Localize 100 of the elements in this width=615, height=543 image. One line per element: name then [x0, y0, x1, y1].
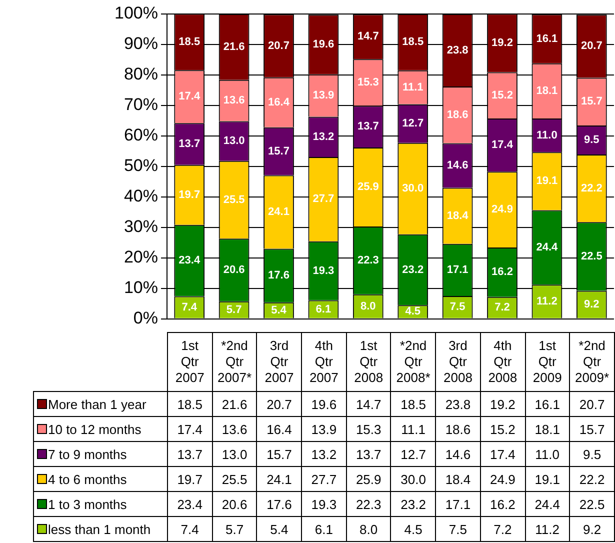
- data-label: 5.4: [256, 516, 302, 542]
- data-label: 11.1: [390, 416, 436, 442]
- text: 23.2: [402, 264, 424, 276]
- data-label: 22.2: [570, 466, 614, 492]
- data-label: 14.6: [436, 442, 480, 466]
- text: 18.4: [446, 210, 468, 222]
- category-label: *2nd Qtr 2007*: [218, 338, 252, 385]
- category-label: *2nd Qtr 2008*: [396, 338, 430, 385]
- text: 24.4: [536, 242, 558, 254]
- data-label: 16.1: [525, 392, 570, 416]
- data-label: 25.5: [212, 466, 257, 492]
- text: 5.4: [271, 304, 286, 316]
- data-label: 11.0: [525, 442, 570, 466]
- data-label: 23.4: [168, 492, 212, 516]
- data-label: 7.2: [480, 516, 525, 542]
- text: 16.1: [536, 32, 558, 45]
- data-label: 22.5: [570, 492, 614, 516]
- text: 16.2: [492, 266, 513, 278]
- text: 30.0: [402, 182, 424, 195]
- text: 23.4: [178, 254, 200, 267]
- text: 9.5: [584, 134, 600, 146]
- y-tick-label: 40%: [124, 186, 158, 206]
- data-label: 14.7: [346, 392, 391, 416]
- text: 19.1: [536, 175, 558, 188]
- text: 5.7: [226, 304, 242, 316]
- text: 17.6: [268, 270, 290, 282]
- data-label: 20.7: [256, 392, 302, 416]
- y-tick-label: 50%: [124, 156, 158, 176]
- text: 20.6: [223, 264, 245, 276]
- data-label: 25.9: [346, 466, 391, 492]
- text: 22.3: [357, 254, 379, 266]
- text: 13.7: [178, 138, 200, 150]
- y-tick-label: 90%: [124, 34, 158, 54]
- text: 24.1: [268, 206, 290, 218]
- text: 7.4: [182, 301, 197, 314]
- x-tick-label: 3rd Qtr 2007: [256, 332, 302, 392]
- text: 11.1: [402, 81, 424, 94]
- legend-label: More than 1 year: [48, 396, 146, 412]
- text: 9.2: [584, 298, 600, 311]
- data-label: 19.7: [168, 466, 212, 492]
- text: 4.5: [405, 306, 420, 318]
- data-label: 12.7: [390, 442, 436, 466]
- y-tick-label: 20%: [124, 248, 158, 267]
- text: 13.2: [312, 130, 334, 143]
- data-label: 11.2: [525, 516, 570, 542]
- data-label: 13.6: [212, 416, 257, 442]
- data-label: 18.1: [525, 416, 570, 442]
- text: 7.5: [450, 301, 466, 314]
- data-label: 23.2: [390, 492, 436, 516]
- text: 11.0: [536, 129, 558, 142]
- text: 13.0: [223, 135, 245, 148]
- text: 13.9: [312, 90, 334, 102]
- text: 15.3: [357, 76, 379, 88]
- text: 20.7: [580, 40, 602, 52]
- y-tick-label: 80%: [124, 64, 158, 84]
- data-label: 13.7: [346, 442, 391, 466]
- text: 18.5: [402, 36, 424, 48]
- text: 19.6: [312, 38, 334, 51]
- text: 23.8: [446, 44, 468, 56]
- data-label: 4.5: [390, 516, 436, 542]
- data-label: 20.7: [570, 392, 614, 416]
- data-label: 18.5: [168, 392, 212, 416]
- text: 24.9: [492, 204, 513, 216]
- text: 7.2: [494, 302, 510, 314]
- text: 25.9: [357, 181, 379, 194]
- data-label: 23.8: [436, 392, 480, 416]
- x-tick-label: 4th Qtr 2008: [480, 332, 525, 392]
- text: 11.2: [536, 296, 558, 308]
- legend-label: 1 to 3 months: [48, 496, 127, 512]
- data-label: 24.9: [480, 466, 525, 492]
- data-label: 9.2: [570, 516, 614, 542]
- data-label: 19.1: [525, 466, 570, 492]
- text: 22.5: [580, 250, 602, 262]
- data-label: 7.5: [436, 516, 480, 542]
- y-tick-label: 0%: [133, 308, 158, 328]
- x-tick-label: 3rd Qtr 2008: [436, 332, 480, 392]
- data-label: 24.4: [525, 492, 570, 516]
- data-label: 17.4: [480, 442, 525, 466]
- category-label: *2nd Qtr 2009*: [575, 338, 610, 385]
- data-label: 15.2: [480, 416, 525, 442]
- data-label: 17.4: [168, 416, 212, 442]
- data-label: 20.6: [212, 492, 257, 516]
- data-label: 22.3: [346, 492, 391, 516]
- text: 22.2: [580, 182, 602, 194]
- text: 15.2: [492, 89, 513, 102]
- y-tick-label: 10%: [124, 278, 158, 298]
- data-label: 7.4: [168, 516, 212, 542]
- text: 17.4: [492, 139, 513, 152]
- text: 19.7: [178, 188, 200, 201]
- legend-label: 4 to 6 months: [48, 472, 127, 486]
- data-label: 18.6: [436, 416, 480, 442]
- text: 15.7: [580, 96, 602, 108]
- data-label: 30.0: [390, 466, 436, 492]
- data-label: 19.6: [302, 392, 346, 416]
- data-label: 16.4: [256, 416, 302, 442]
- data-label: 13.0: [212, 442, 257, 466]
- text: 13.7: [357, 120, 379, 133]
- text: 17.1: [446, 264, 468, 276]
- text: 20.7: [268, 40, 290, 52]
- data-label: 15.7: [256, 442, 302, 466]
